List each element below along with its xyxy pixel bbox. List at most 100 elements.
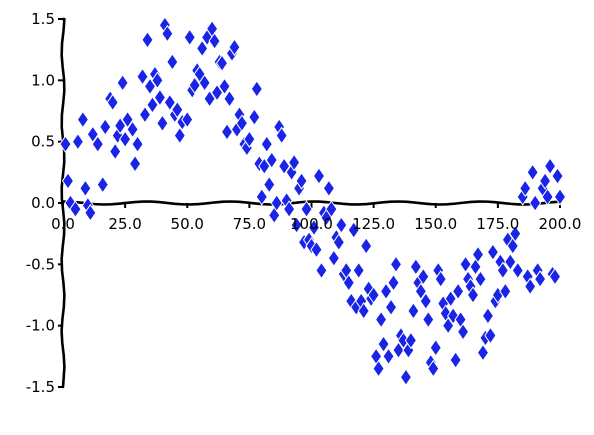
data-point [409,257,422,276]
data-point [255,187,268,206]
y-axis [58,17,66,389]
data-point [476,343,490,362]
data-point [499,282,512,301]
data-point [387,273,400,292]
data-point [511,261,524,280]
data-point [509,224,522,243]
data-point [188,76,201,95]
data-point [260,135,273,154]
y-tick-label: 0.0 [31,194,55,212]
data-point [153,88,167,107]
data-point [79,179,92,198]
data-point [444,289,457,308]
data-point [295,172,308,190]
data-point [173,126,186,145]
data-point [290,216,303,234]
data-point [504,252,517,271]
data-point [151,71,164,90]
x-tick-label: 100.0 [290,215,333,233]
data-point [315,261,328,280]
data-point [215,54,229,73]
y-tick-label: -1.0 [26,317,55,335]
data-point [456,322,470,341]
data-point [99,118,112,136]
data-point [481,306,495,325]
data-point [275,126,288,145]
data-point [109,142,122,161]
data-points [59,16,567,387]
data-point [422,310,435,329]
data-point [332,233,345,252]
data-point [389,255,403,274]
y-tick-label: -0.5 [26,255,55,273]
x-tick-label: 125.0 [352,215,395,233]
data-point [367,286,380,304]
data-point [384,298,398,317]
data-point [183,28,196,47]
data-point [265,151,278,169]
data-point [243,130,256,149]
data-point [427,359,440,378]
data-point [553,187,567,206]
x-tick-label: 50.0 [171,215,204,233]
data-point [258,157,271,176]
data-point [442,316,455,335]
data-point [126,120,139,139]
data-point [59,135,72,154]
data-point [325,200,338,219]
data-point [166,53,179,71]
data-point [300,200,313,219]
data-point [128,154,142,173]
data-point [71,132,85,151]
data-point [379,282,393,301]
data-point [466,286,480,304]
data-point [526,163,539,182]
data-point [429,338,442,357]
data-point [181,110,194,129]
data-point [84,203,97,222]
data-point [116,73,129,92]
y-tick-label: 0.5 [31,133,55,151]
data-point [543,157,557,176]
y-tick-label: -1.5 [26,378,55,396]
data-point [419,292,432,311]
data-point [131,135,144,154]
data-point [404,331,418,350]
data-point [270,194,283,212]
data-point [263,175,276,194]
data-point [143,77,157,96]
data-point [141,30,154,49]
data-point [382,347,395,366]
data-point [61,172,75,190]
data-point [449,351,462,369]
data-point [417,267,430,286]
data-point [335,216,348,234]
data-point [114,116,127,135]
data-point [203,89,216,108]
data-point [218,77,231,96]
data-point [357,302,370,320]
data-point [171,100,184,119]
data-point [278,157,291,176]
x-axis [61,200,562,208]
data-point [161,24,174,43]
data-point [196,39,209,58]
data-point [69,200,82,219]
data-point [399,368,413,387]
data-point [377,335,390,353]
data-point [76,110,89,129]
y-tick-labels: 1.5 1.0 0.5 0.0 -0.5 -1.0 -1.5 [26,10,55,396]
data-point [119,130,132,149]
data-point [407,302,420,320]
data-point [534,270,547,288]
data-point [322,179,336,198]
y-axis-line [60,17,66,389]
data-point [529,194,542,212]
x-tick-label: 75.0 [233,215,266,233]
data-point [310,240,323,259]
data-point [486,243,500,261]
data-point [459,255,472,274]
x-axis-line [61,200,562,206]
data-point [287,153,301,172]
